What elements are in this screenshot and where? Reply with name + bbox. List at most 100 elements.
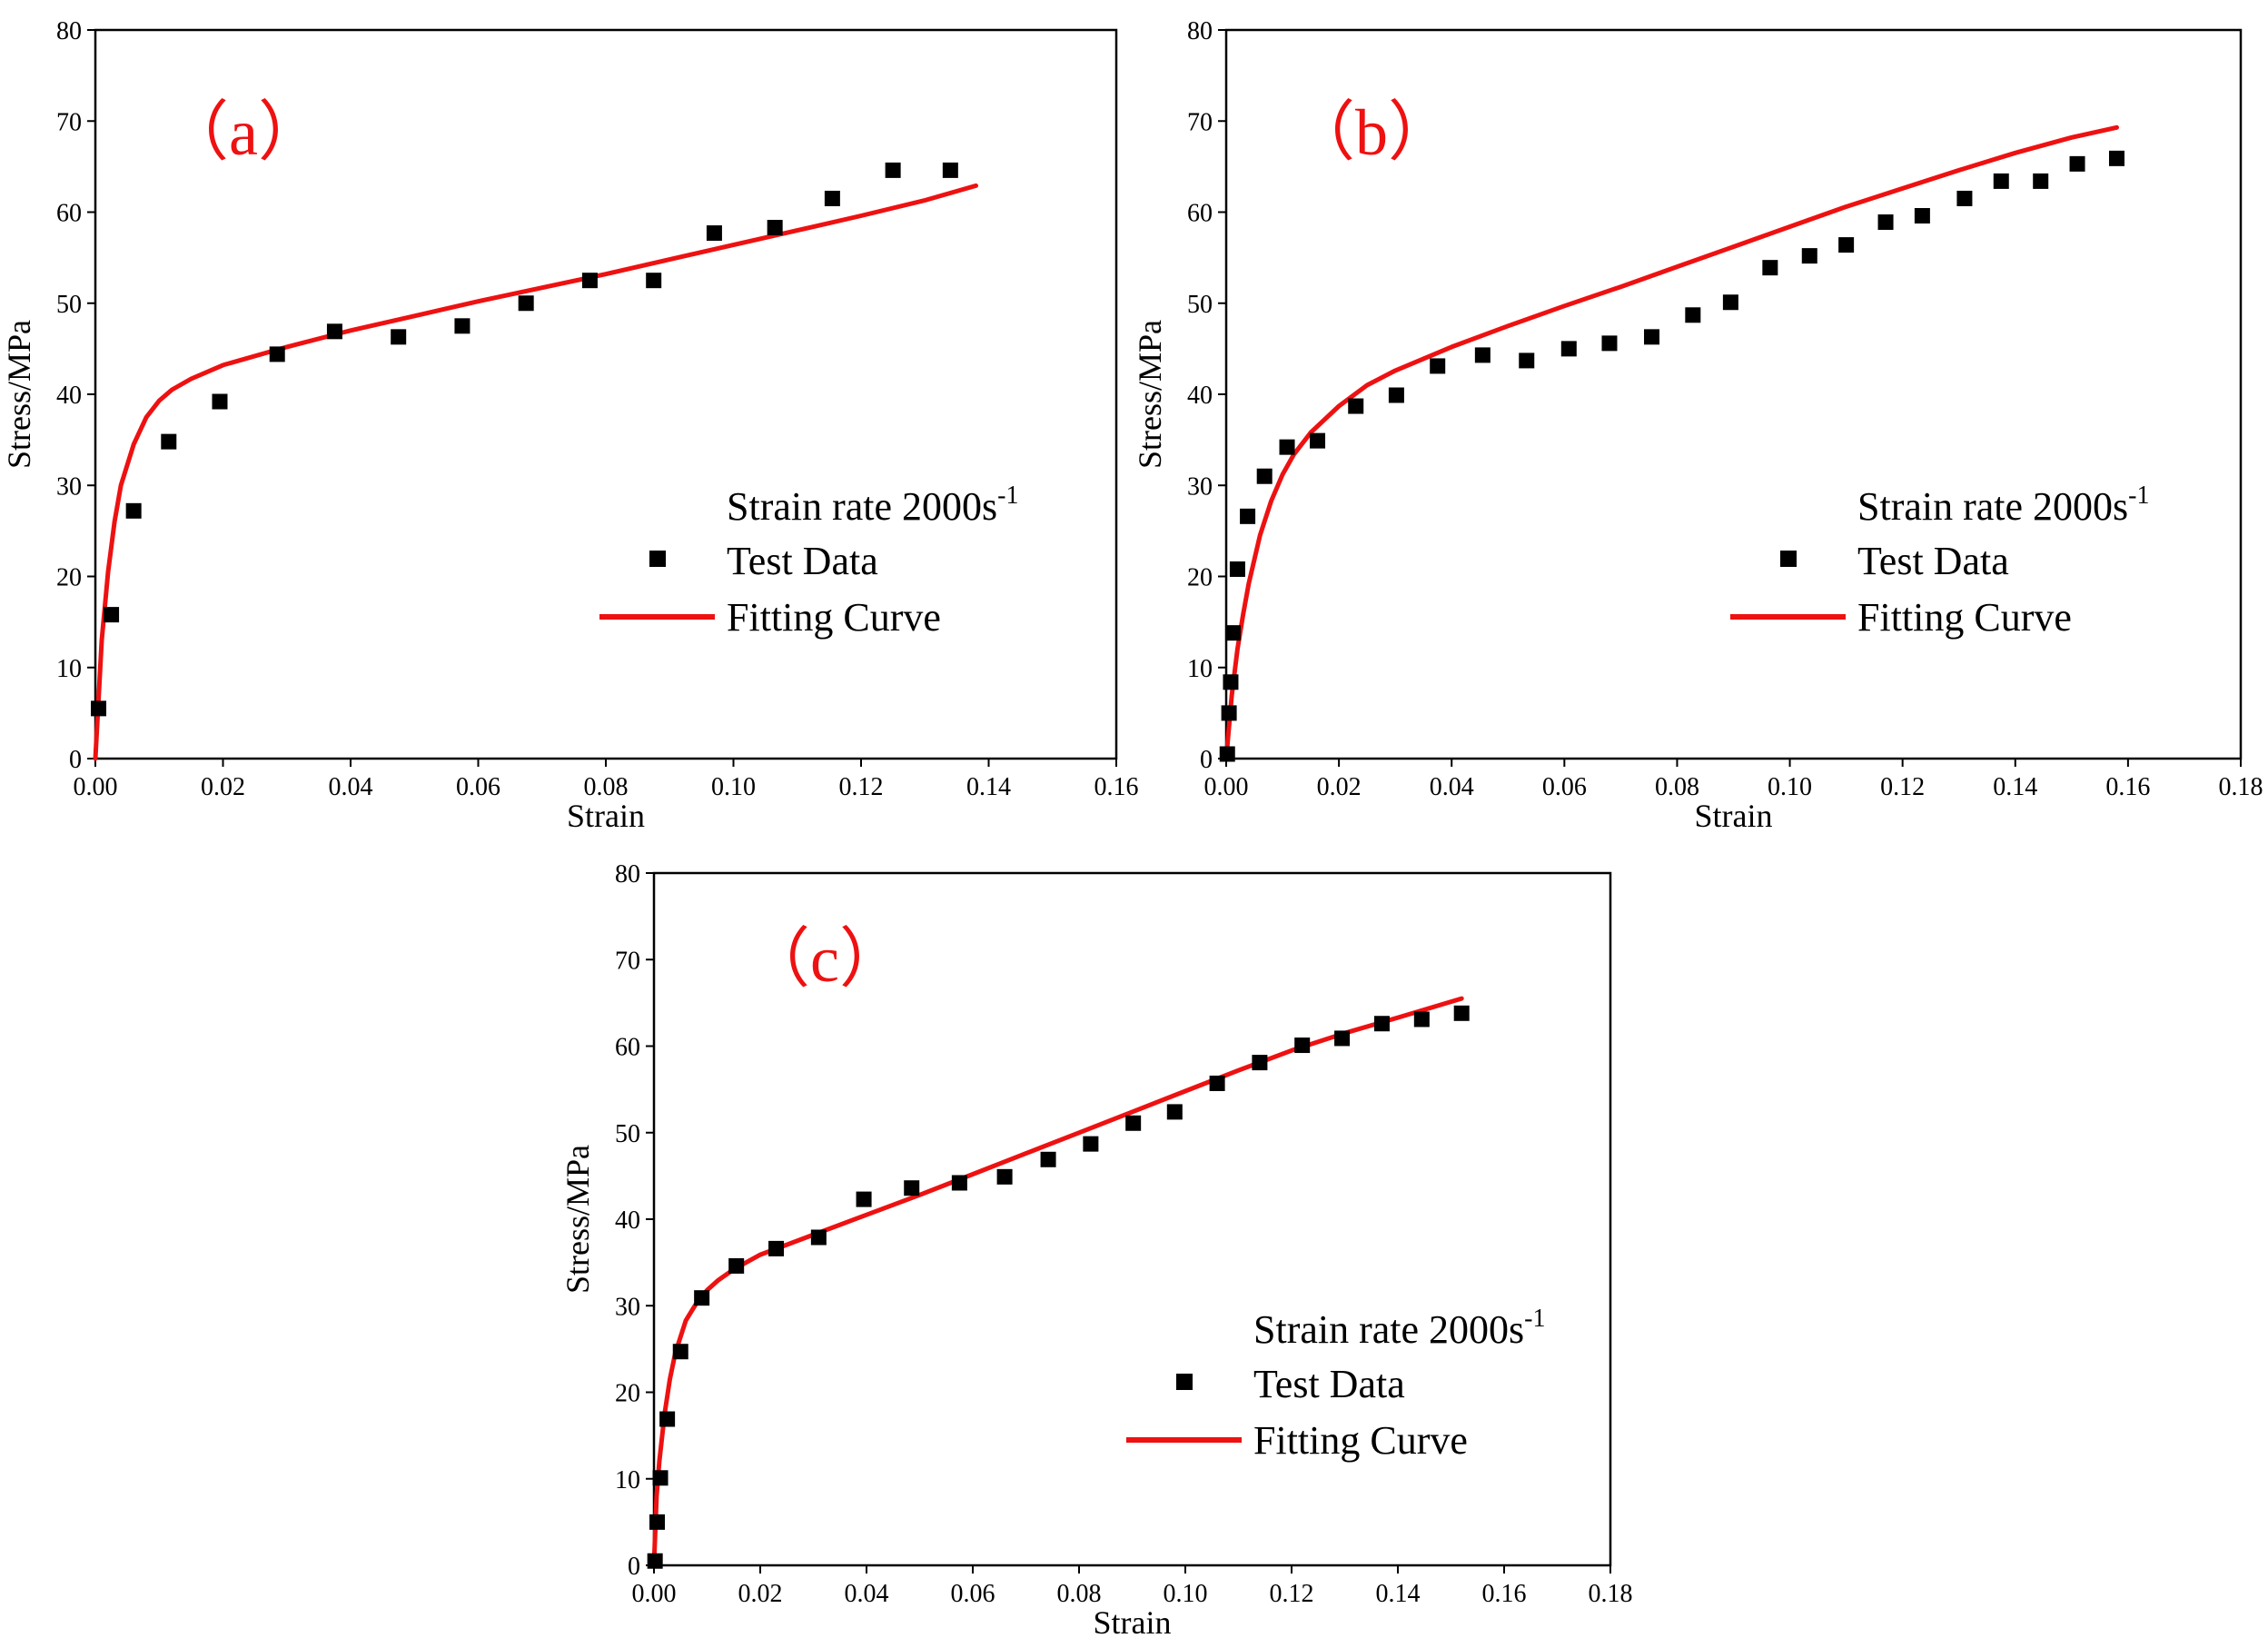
test-data-point	[2108, 150, 2124, 166]
fitting-curve-line	[1223, 124, 2119, 761]
test-data-point	[518, 295, 534, 312]
legend-fitting-curve-label: Fitting Curve	[1857, 595, 2072, 640]
test-data-point	[269, 346, 285, 362]
y-axis-title: Stress/MPa	[1, 320, 37, 469]
test-data-point	[1722, 294, 1738, 311]
x-tick-label: 0.06	[456, 773, 500, 801]
test-data-point	[1601, 335, 1618, 352]
x-tick-label: 0.14	[966, 773, 1011, 801]
x-tick-label: 0.12	[1880, 773, 1925, 801]
legend-marker-icon	[1176, 1374, 1193, 1390]
test-data-point	[1252, 1055, 1268, 1071]
x-tick-label: 0.06	[951, 1580, 995, 1608]
test-data-point	[824, 190, 840, 206]
x-tick-label: 0.00	[1204, 773, 1249, 801]
x-tick-label: 0.08	[584, 773, 629, 801]
fitting-curve-line	[93, 183, 978, 761]
y-tick-label: 70	[56, 108, 82, 136]
x-tick-label: 0.08	[1655, 773, 1699, 801]
test-data-point	[1413, 1011, 1430, 1028]
legend-title-main: Strain rate 2000s	[727, 484, 997, 529]
test-data-point	[391, 329, 407, 345]
panel-label: （a）	[163, 96, 323, 169]
test-data-point	[1294, 1037, 1311, 1054]
test-data-point	[1166, 1104, 1183, 1120]
test-data-point	[1310, 432, 1326, 449]
x-axis-title: Strain	[1695, 798, 1773, 834]
y-tick-label: 80	[1187, 17, 1213, 45]
test-data-point	[694, 1290, 710, 1306]
test-data-point	[1801, 248, 1817, 264]
test-data-point	[125, 502, 142, 519]
y-tick-label: 0	[1200, 746, 1213, 774]
x-tick-label: 0.08	[1057, 1580, 1102, 1608]
test-data-point	[1388, 387, 1404, 403]
x-tick-label: 0.04	[1430, 773, 1474, 801]
x-tick-label: 0.00	[74, 773, 118, 801]
test-data-point	[104, 607, 120, 623]
y-tick-label: 30	[615, 1293, 640, 1321]
test-data-point	[768, 1240, 785, 1256]
y-tick-label: 50	[56, 291, 82, 319]
y-tick-label: 60	[1187, 200, 1213, 228]
test-data-point	[904, 1180, 920, 1196]
test-data-point	[672, 1344, 688, 1360]
x-tick-label: 0.16	[1482, 1580, 1527, 1608]
panel-label: （c）	[745, 923, 905, 996]
legend-title-main: Strain rate 2000s	[1857, 484, 2128, 529]
y-tick-label: 40	[1187, 382, 1213, 410]
test-data-point	[951, 1175, 967, 1191]
chart-panel-c: 0.00 0.02 0.04 0.06 0.08 0.10 0.12 0.14 0.16 0.18…	[560, 860, 1633, 1641]
y-tick-label: 20	[1187, 564, 1213, 592]
test-data-point	[942, 162, 958, 178]
legend-title-main: Strain rate 2000s	[1253, 1307, 1524, 1352]
test-data-point	[1474, 347, 1491, 363]
legend-test-data-label: Test Data	[1253, 1362, 1405, 1406]
legend-marker-icon	[1780, 551, 1797, 567]
test-data-point	[652, 1470, 669, 1486]
test-data-point	[1229, 561, 1245, 577]
test-data-point	[2069, 155, 2085, 172]
chart-panel-b: 0.00 0.02 0.04 0.06 0.08 0.10 0.12 0.14 0.16 0.18…	[1132, 17, 2263, 834]
x-tick-label: 0.14	[1993, 773, 2037, 801]
test-data-point	[1560, 341, 1577, 357]
x-tick-label: 0.04	[845, 1580, 889, 1608]
y-tick-label: 20	[615, 1380, 640, 1408]
test-data-point	[1223, 674, 1239, 690]
test-data-point	[856, 1191, 872, 1207]
x-tick-label: 0.18	[1589, 1580, 1633, 1608]
test-data-point	[161, 433, 177, 450]
test-data-point	[1685, 307, 1701, 323]
test-data-point	[1083, 1136, 1099, 1152]
y-tick-label: 50	[615, 1120, 640, 1148]
y-tick-label: 30	[1187, 472, 1213, 501]
x-tick-label: 0.02	[738, 1580, 783, 1608]
test-data-point	[1040, 1151, 1056, 1167]
y-tick-label: 10	[56, 655, 82, 683]
x-tick-label: 0.10	[1164, 1580, 1208, 1608]
test-data-point	[1256, 468, 1273, 484]
chart-panel-a: 0.00 0.02 0.04 0.06 0.08 0.10 0.12 0.14 0.16 0 10 2…	[1, 17, 1139, 834]
legend-test-data-label: Test Data	[727, 539, 878, 583]
test-data-point	[1956, 190, 1973, 206]
test-data-point	[326, 323, 342, 340]
x-tick-label: 0.14	[1376, 1580, 1421, 1608]
test-data-point	[1644, 329, 1660, 345]
x-tick-label: 0.02	[201, 773, 245, 801]
x-tick-label: 0.00	[632, 1580, 677, 1608]
test-data-point	[1762, 260, 1778, 276]
legend: Strain rate 2000s-1 Test Data Fitting Curv…	[1730, 481, 2150, 640]
test-data-point	[810, 1229, 827, 1246]
x-tick-label: 0.10	[1768, 773, 1812, 801]
test-data-point	[1209, 1075, 1225, 1091]
test-data-point	[659, 1411, 676, 1427]
test-data-point	[1430, 358, 1446, 374]
x-tick-label: 0.16	[1094, 773, 1139, 801]
y-tick-label: 60	[615, 1034, 640, 1062]
test-data-point	[1240, 508, 1256, 524]
test-data-point	[1519, 352, 1535, 369]
test-data-point	[1221, 705, 1237, 721]
y-tick-label: 40	[615, 1206, 640, 1235]
legend-title-superscript: -1	[1524, 1305, 1545, 1333]
